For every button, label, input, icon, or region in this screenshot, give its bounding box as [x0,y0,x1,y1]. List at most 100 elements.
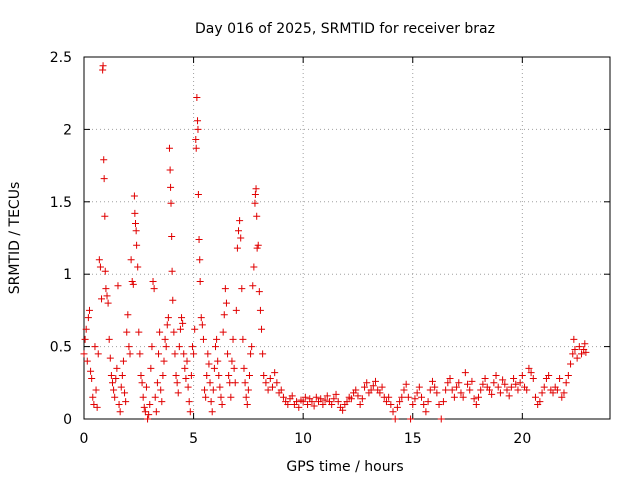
data-point [204,350,212,358]
data-point [536,398,544,406]
data-point [172,372,180,380]
data-point [216,383,224,391]
data-point [361,383,369,391]
data-point [190,350,198,358]
data-point [233,244,241,252]
data-point [196,277,204,285]
data-point [256,306,264,314]
data-point [197,314,205,322]
data-point [247,350,255,358]
data-point [183,357,191,365]
data-point [92,386,100,394]
data-point [258,325,266,333]
data-point [512,380,520,388]
data-point [134,263,142,271]
data-point [424,398,432,406]
data-points [80,62,590,423]
data-point [248,343,256,351]
data-point [312,393,320,401]
data-point [244,386,252,394]
data-point [229,335,237,343]
data-point [88,374,96,382]
data-point [81,335,89,343]
data-point [457,389,465,397]
data-point [570,335,578,343]
data-point [422,408,430,416]
data-point [284,401,292,409]
data-point [89,393,97,401]
data-point [217,393,225,401]
data-point [141,408,149,416]
data-point [262,379,270,387]
data-point [418,393,426,401]
data-point [167,183,175,191]
data-point [112,374,120,382]
data-point [444,379,452,387]
data-point [514,386,522,394]
data-point [179,319,187,327]
data-point [299,398,307,406]
data-point [208,408,216,416]
y-tick-label: 1.5 [50,195,72,211]
data-point [176,325,184,333]
data-point [343,398,351,406]
data-point [492,372,500,380]
data-point [166,166,174,174]
data-point [241,379,249,387]
data-point [131,209,139,217]
data-point [186,408,194,416]
data-point [181,364,189,372]
data-point [400,386,408,394]
data-point [409,401,417,409]
x-tick-label: 0 [80,431,89,447]
data-point [446,374,454,382]
data-point [101,212,109,220]
data-point [540,383,548,391]
data-point [523,386,531,394]
data-point [203,372,211,380]
data-point [266,374,274,382]
data-point [404,393,412,401]
data-point [268,383,276,391]
data-point [218,401,226,409]
data-point [110,386,118,394]
data-point [174,389,182,397]
data-point [175,343,183,351]
data-point [253,244,261,252]
data-point [113,364,121,372]
data-point [507,383,515,391]
data-point [194,191,202,199]
data-point [80,350,88,358]
data-point [192,136,200,144]
data-point [556,374,564,382]
data-point [494,383,502,391]
data-point [564,372,572,380]
data-point [150,285,158,293]
data-point [199,335,207,343]
data-point [356,401,364,409]
data-point [118,372,126,380]
data-point [198,321,206,329]
data-point [582,348,590,356]
y-axis-title: SRMTID / TECUs [7,182,23,295]
data-point [122,398,130,406]
data-point [578,350,586,358]
data-point [196,256,204,264]
y-tick-label: 0.5 [50,340,72,356]
data-point [87,367,95,375]
data-point [119,357,127,365]
data-point [569,350,577,358]
data-point [159,372,167,380]
data-point [114,282,122,290]
data-point [252,185,260,193]
data-point [255,288,263,296]
data-point [301,393,309,401]
data-point [194,117,202,125]
data-point [228,357,236,365]
data-point [82,325,90,333]
data-point [227,393,235,401]
data-point [132,220,140,228]
data-point [91,343,99,351]
data-point [129,280,137,288]
data-point [273,379,281,387]
